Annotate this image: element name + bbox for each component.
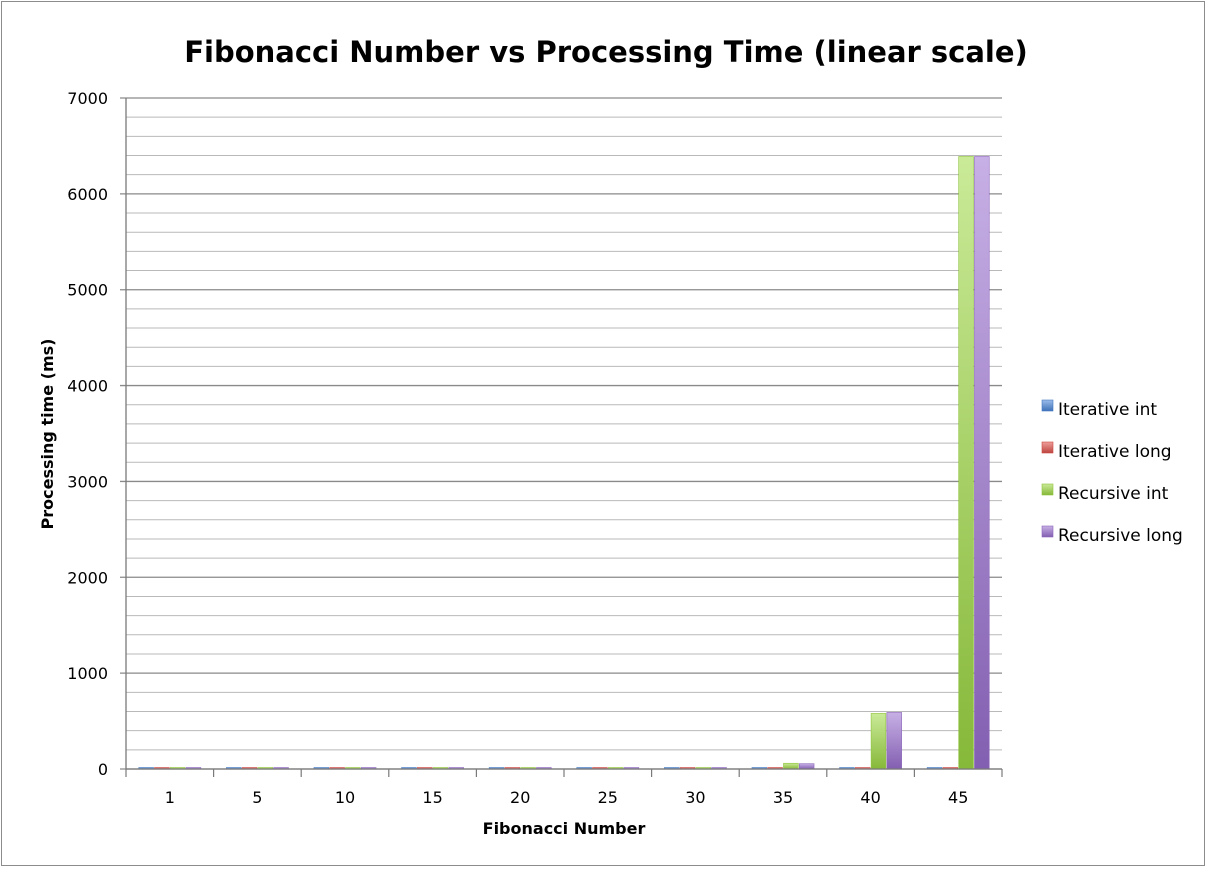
y-tick-label: 4000: [67, 377, 108, 396]
x-tick-label: 20: [510, 788, 530, 807]
y-tick-label: 0: [98, 760, 108, 779]
x-tick-labels: 1 5 10 15 20 25 30 35 40 45: [165, 788, 969, 807]
legend-swatch: [1041, 483, 1054, 496]
y-tick-labels: 0 1000 2000 3000 4000 5000 6000 7000: [67, 89, 108, 779]
bar: [958, 156, 974, 770]
legend: Iterative int Iterative long Recursive int…: [1041, 399, 1183, 546]
x-tick-label: 10: [335, 788, 355, 807]
bar: [783, 762, 799, 770]
y-tick-label: 3000: [67, 472, 108, 491]
legend-label: Recursive int: [1058, 484, 1169, 504]
x-tick-label: 25: [598, 788, 618, 807]
x-tick-label: 40: [860, 788, 880, 807]
x-tick-label: 1: [165, 788, 175, 807]
bar: [870, 713, 887, 770]
bar: [798, 763, 815, 770]
y-tick-label: 6000: [67, 185, 108, 204]
x-tick-label: 45: [948, 788, 968, 807]
legend-label: Iterative int: [1058, 400, 1157, 420]
bars: [138, 156, 990, 770]
y-tick-label: 1000: [67, 664, 108, 683]
chart-title: Fibonacci Number vs Processing Time (lin…: [184, 35, 1028, 69]
legend-swatch: [1041, 441, 1054, 454]
bar: [886, 712, 902, 770]
y-tick-label: 7000: [67, 89, 108, 108]
grid-lines: [120, 97, 1002, 770]
x-tick-label: 35: [773, 788, 793, 807]
x-axis-label: Fibonacci Number: [483, 819, 646, 838]
legend-swatch: [1041, 525, 1054, 538]
axes: [125, 98, 1003, 777]
bar: [974, 156, 990, 770]
y-tick-label: 5000: [67, 281, 108, 300]
legend-swatch: [1041, 399, 1054, 412]
x-tick-label: 5: [252, 788, 262, 807]
legend-label: Recursive long: [1058, 526, 1183, 546]
y-axis-label: Processing time (ms): [38, 339, 57, 530]
x-tick-label: 15: [422, 788, 442, 807]
x-tick-label: 30: [685, 788, 705, 807]
y-tick-label: 2000: [67, 568, 108, 587]
legend-label: Iterative long: [1058, 442, 1172, 462]
